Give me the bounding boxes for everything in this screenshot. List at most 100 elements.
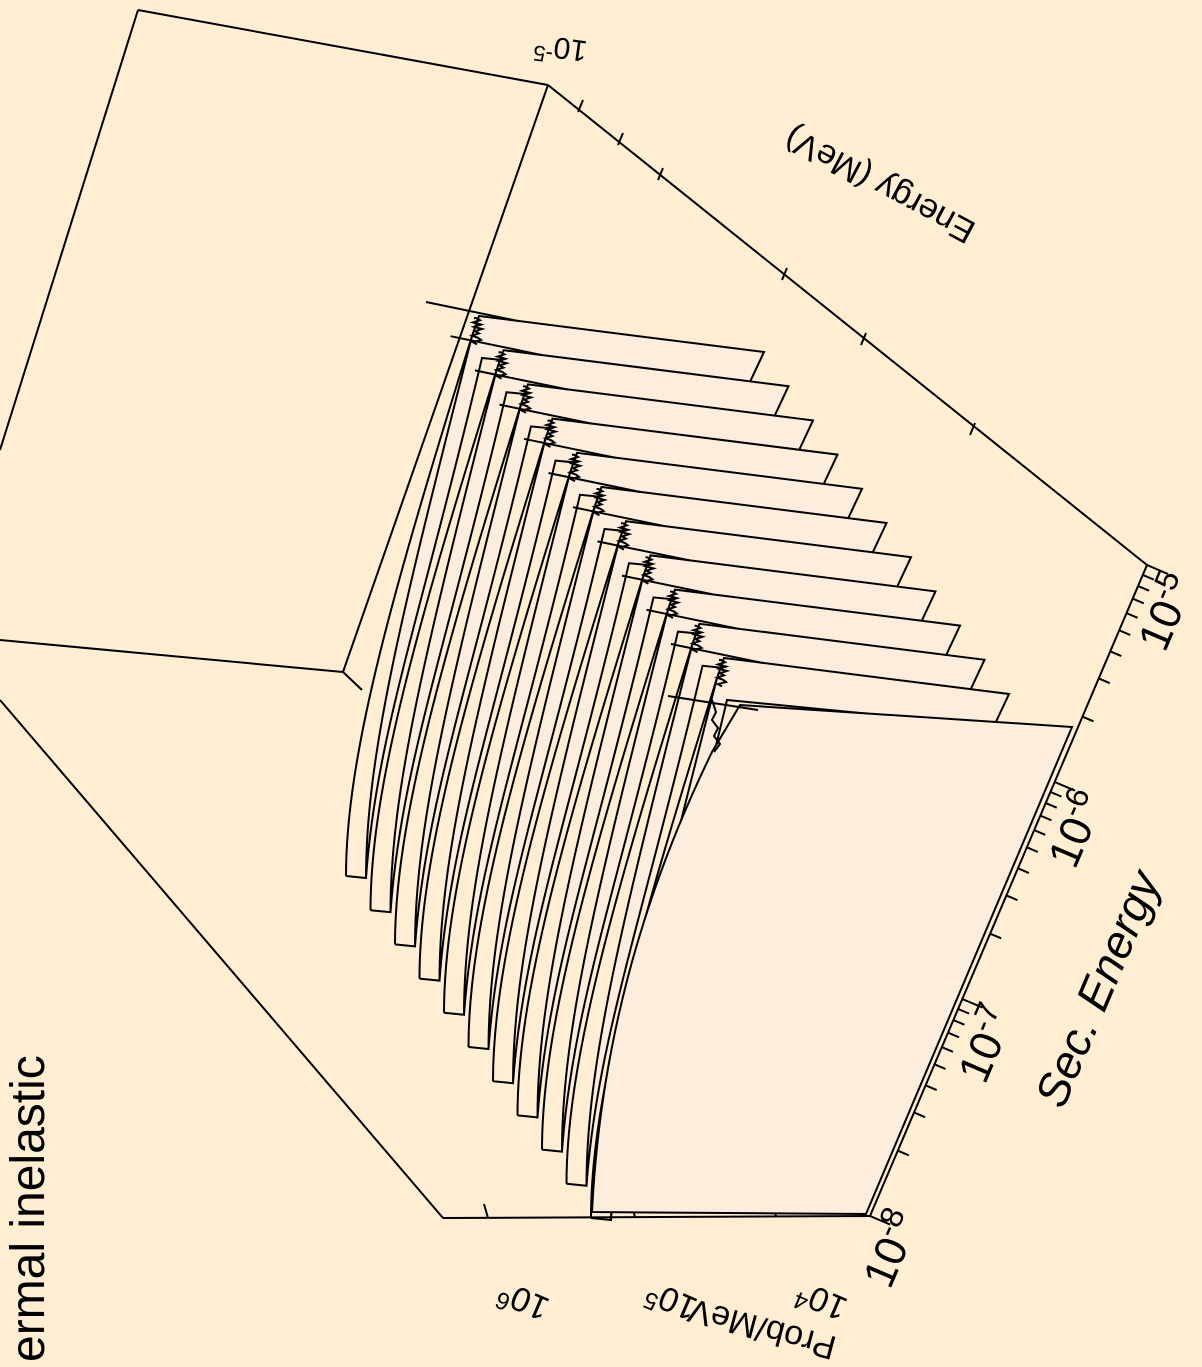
sec-energy-axis-tick xyxy=(1146,564,1169,575)
curve-panel xyxy=(443,437,864,1016)
sec-energy-axis-tick xyxy=(961,998,983,1009)
sec-energy-axis-tick xyxy=(989,932,1002,940)
box-edge-back-floor xyxy=(0,639,344,673)
energy-axis-labels: 10-5 Energy (MeV) xyxy=(531,27,981,251)
curve-area xyxy=(370,349,790,914)
curve-spike xyxy=(474,369,568,414)
curve-spike xyxy=(597,540,690,585)
prob-axis-tick xyxy=(483,1203,489,1219)
curve-area xyxy=(517,554,937,1119)
energy-axis-tick xyxy=(860,332,867,346)
sec-energy-axis-tick xyxy=(1137,585,1150,592)
curve-spike xyxy=(548,472,641,517)
curve-area xyxy=(566,622,986,1187)
box-edge-corner xyxy=(342,671,363,691)
sec-energy-axis-tick xyxy=(925,1084,938,1091)
sec-energy-axis-line xyxy=(869,564,1148,1217)
curve-panel xyxy=(394,369,815,948)
curve-panel xyxy=(369,335,790,914)
prob-tick-label: 106 xyxy=(492,1273,555,1331)
curve-area xyxy=(394,383,815,948)
curve-panel xyxy=(516,540,937,1119)
curve-line xyxy=(394,404,522,945)
curve-line xyxy=(345,335,473,877)
sec-energy-axis-tick xyxy=(1142,574,1155,581)
curve-area xyxy=(419,417,839,982)
curve-area xyxy=(492,520,913,1085)
axis-box xyxy=(0,9,1148,1219)
box-edge-floor-left xyxy=(0,699,444,1219)
sec-energy-tick-label: 10-6 xyxy=(1033,782,1114,875)
curve-line xyxy=(369,369,498,911)
curve-panel xyxy=(345,301,766,880)
curve-spike xyxy=(450,335,543,380)
energy-axis-tick xyxy=(969,422,976,436)
curve-panel xyxy=(565,608,986,1187)
sec-energy-tick-label: 10-5 xyxy=(1123,565,1202,658)
sec-energy-axis-tick xyxy=(1082,715,1094,723)
curve-spike xyxy=(425,301,519,346)
curve-panel xyxy=(541,574,962,1153)
sec-energy-axis-tick xyxy=(952,1019,965,1026)
sec-energy-axis-tick xyxy=(1126,612,1138,619)
curve-spike xyxy=(621,574,715,619)
curve-panel xyxy=(467,472,888,1051)
curve-spike xyxy=(499,403,592,448)
sec-energy-axis-tick xyxy=(897,1149,910,1157)
sec-energy-axis-tick xyxy=(1109,650,1122,657)
sec-energy-axis-tick xyxy=(1039,814,1052,822)
curve-line xyxy=(443,472,571,1013)
front-curve-panel xyxy=(590,703,1074,1216)
chart-title: ermal inelastic xyxy=(2,1055,55,1362)
curve-panels xyxy=(345,301,1074,1222)
sec-energy-axis-tick xyxy=(934,1063,946,1070)
sec-energy-axis-tick xyxy=(913,1111,926,1119)
energy-axis-tick xyxy=(657,167,664,181)
curve-line xyxy=(516,575,645,1116)
sec-energy-axis-tick xyxy=(869,1215,891,1226)
curve-line xyxy=(565,643,694,1184)
sec-energy-axis-tick xyxy=(1045,802,1058,809)
energy-axis-tick xyxy=(617,132,624,146)
energy-axis-label: Energy (MeV) xyxy=(778,119,981,251)
energy-tick-label: 10-5 xyxy=(531,27,589,72)
prob-axis-labels: 104 105 106 Prob/MeV xyxy=(492,1273,853,1367)
sec-energy-axis-tick xyxy=(1017,867,1030,874)
curve-panel xyxy=(492,506,913,1085)
curve-spike xyxy=(572,506,666,551)
curve-line xyxy=(467,506,596,1048)
box-edge-back-vertical xyxy=(342,84,549,673)
sec-energy-axis-tick xyxy=(1054,781,1076,792)
curve-line xyxy=(541,609,669,1150)
sec-energy-axis-tick xyxy=(1005,894,1018,902)
curve-line xyxy=(492,540,620,1082)
box-edge-top-left xyxy=(0,9,139,451)
curve-spike xyxy=(670,643,764,688)
sec-energy-axis-tick xyxy=(1098,677,1111,685)
prob-axis-line xyxy=(442,1215,871,1219)
curve-spike xyxy=(523,437,617,483)
sec-energy-axis-label: Sec. Energy xyxy=(1024,861,1171,1115)
curve-area xyxy=(541,588,962,1153)
sec-energy-axis-tick xyxy=(1050,791,1062,798)
sec-energy-axis-tick xyxy=(1026,846,1039,853)
curve-area xyxy=(468,485,888,1051)
sec-energy-tick-label: 10-7 xyxy=(943,997,1024,1090)
curve-area xyxy=(345,314,766,880)
energy-axis-line xyxy=(547,84,1148,566)
energy-axis-tick xyxy=(781,267,788,281)
curve-panel xyxy=(418,403,839,982)
curve-area xyxy=(443,451,864,1016)
sec-energy-axis-tick xyxy=(947,1031,960,1039)
sec-energy-axis-tick xyxy=(1033,829,1046,836)
curve-spike xyxy=(667,695,759,753)
curve-spike xyxy=(646,608,739,654)
sec-energy-axis-tick xyxy=(1132,597,1145,605)
energy-axis-tick xyxy=(577,99,584,113)
box-edge-top-back xyxy=(137,9,549,86)
sec-energy-axis-tick xyxy=(1118,629,1131,636)
sec-energy-axis-tick xyxy=(941,1046,954,1053)
sec-energy-axis-tick xyxy=(957,1008,970,1015)
